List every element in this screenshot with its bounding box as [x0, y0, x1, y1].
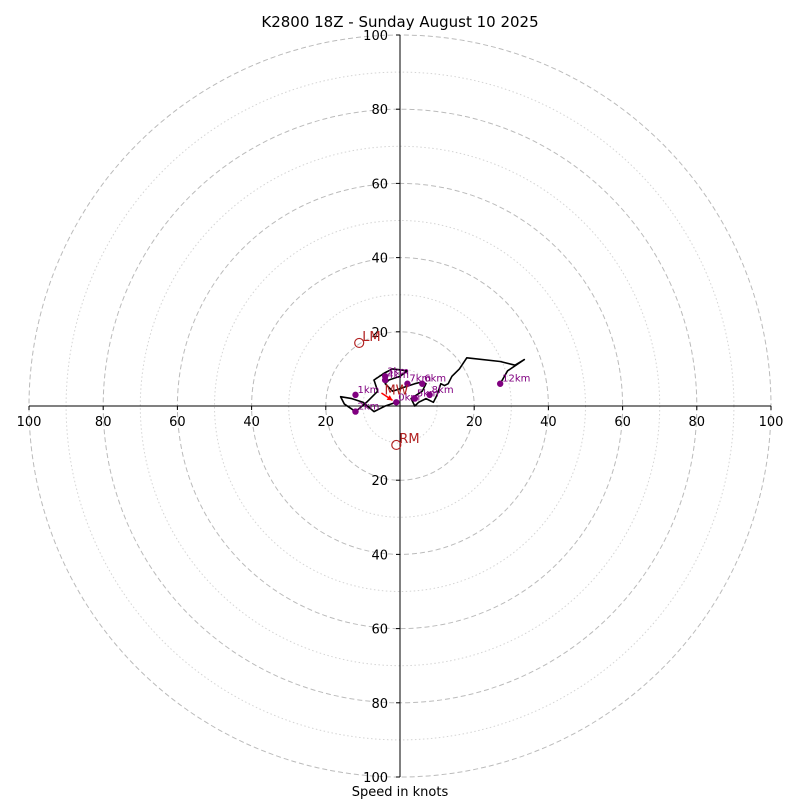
axes	[29, 35, 771, 777]
chart-title: K2800 18Z - Sunday August 10 2025	[261, 13, 538, 31]
x-axis-label: Speed in knots	[352, 785, 449, 800]
y-tick-label: 40	[371, 548, 388, 563]
y-tick-label: 60	[371, 177, 388, 192]
storm-motion-marker	[391, 439, 402, 451]
height-marker-label: 0km	[398, 392, 420, 403]
height-marker	[352, 391, 359, 399]
x-tick-label: 60	[169, 415, 186, 430]
height-marker	[352, 408, 359, 415]
x-tick-label: 60	[614, 415, 631, 430]
storm-motion-label: LM	[362, 330, 380, 345]
height-marker	[426, 391, 433, 399]
height-marker-label: 12km	[502, 374, 530, 385]
y-tick-label: 20	[371, 474, 388, 489]
y-tick-label: 60	[371, 623, 388, 638]
height-marker	[419, 380, 426, 387]
x-tick-label: 40	[540, 415, 557, 430]
storm-motion-label: MW	[384, 384, 408, 399]
height-marker-label: 6km	[424, 374, 446, 385]
x-tick-label: 100	[759, 415, 784, 430]
height-marker-label: 4km	[387, 370, 409, 381]
height-marker	[496, 380, 504, 387]
y-tick-label: 40	[371, 252, 388, 267]
x-tick-label: 40	[243, 415, 260, 430]
y-tick-label: 80	[371, 103, 388, 118]
y-tick-label: 80	[371, 697, 388, 712]
height-marker-label: 3km	[387, 366, 409, 377]
hodograph-trace	[339, 356, 526, 413]
tick-labels: 100 80 60 40 20 20 40 60 80 100 100 80 60 40 20 20 40 60 8…	[17, 29, 784, 786]
height-marker	[393, 399, 400, 406]
storm-motion-label: RM	[399, 432, 419, 447]
height-marker	[381, 376, 389, 384]
x-tick-label: 20	[466, 415, 483, 430]
height-marker	[404, 380, 411, 387]
shear-vector-head	[386, 395, 393, 401]
height-marker-label: 8km	[432, 385, 454, 396]
plot-area: 0km1km2km3km4km5km6km7km8km12kmLMRMMW	[339, 330, 530, 451]
height-marker-label: 2km	[357, 402, 379, 413]
storm-motion-marker	[354, 337, 365, 349]
y-tick-label: 100	[363, 771, 388, 786]
height-marker-label: 1km	[357, 385, 379, 396]
x-tick-label: 80	[689, 415, 706, 430]
x-tick-label: 100	[17, 415, 42, 430]
x-tick-label: 20	[318, 415, 335, 430]
height-marker	[411, 395, 419, 402]
height-marker-label: 7km	[409, 374, 431, 385]
y-tick-label: 20	[371, 326, 388, 341]
y-tick-label: 100	[363, 29, 388, 44]
x-tick-label: 80	[95, 415, 112, 430]
